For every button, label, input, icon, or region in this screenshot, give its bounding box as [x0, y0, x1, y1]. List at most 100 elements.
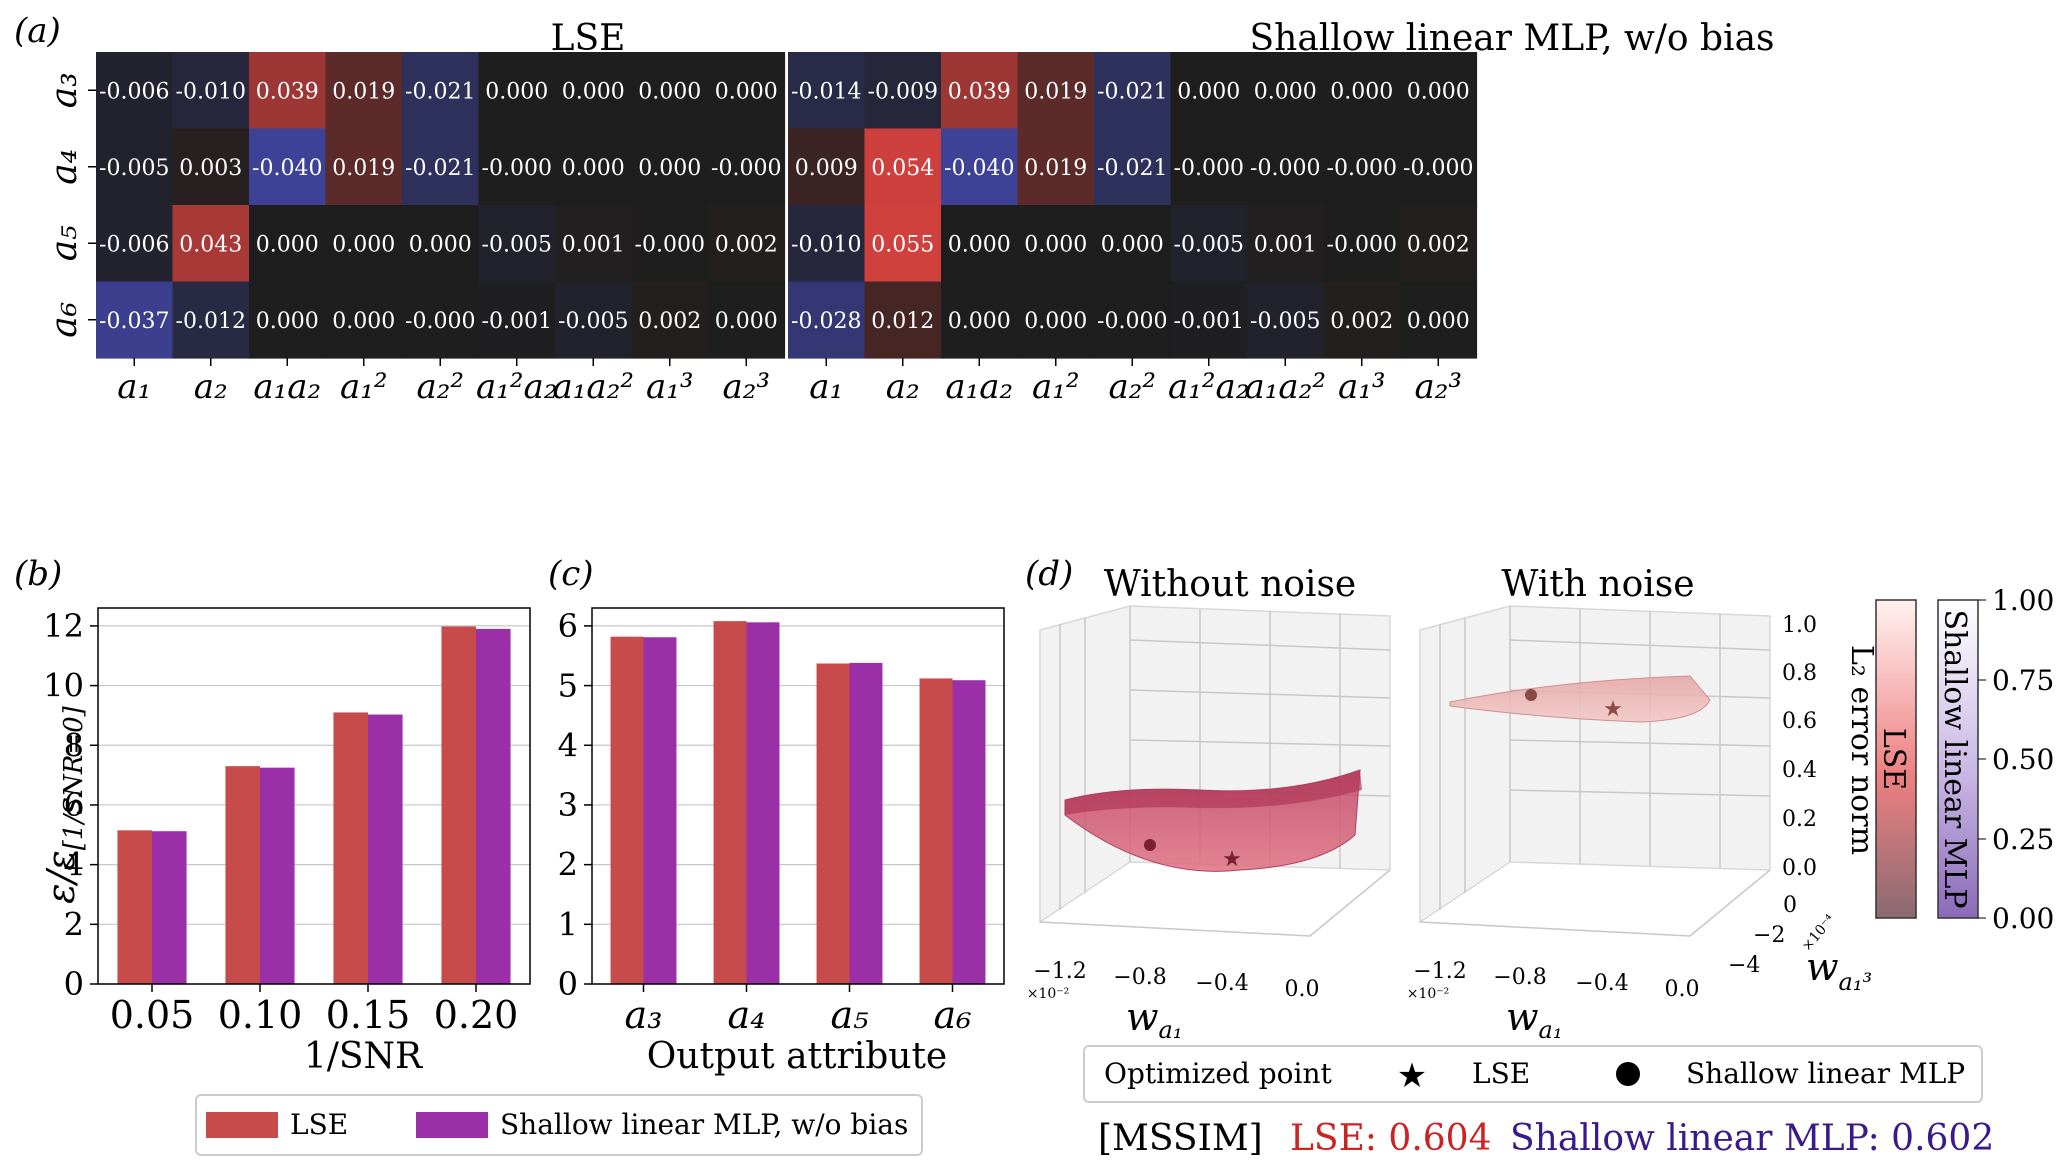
- y-tick-label-b-12: 12: [43, 607, 84, 645]
- x-tick-label-c-3: a₆: [934, 993, 972, 1037]
- heatmap-cell-lse-a5-a1a2^2: [555, 205, 633, 283]
- heatmap-value-mlp-a6-a1^2: 0.000: [1024, 309, 1087, 334]
- heatmap-cell-lse-a6-a1^2a2: [478, 281, 556, 359]
- heatmap-value-mlp-a3-a2: -0.009: [868, 79, 938, 104]
- y-tick-label-b-2: 2: [64, 905, 84, 943]
- svg-text:0.0: 0.0: [1782, 856, 1817, 881]
- colorbar-mlp: Shallow linear MLP: [1937, 599, 1979, 919]
- legend-d-title: Optimized point: [1104, 1057, 1333, 1090]
- bar-c-mlp-2: [849, 662, 883, 984]
- surface-x-label-left: wa₁: [1126, 995, 1182, 1044]
- heatmap-cell-lse-a3-a1a2^2: [555, 52, 633, 130]
- heatmap-value-lse-a5-a2^2: 0.000: [409, 232, 472, 257]
- heatmap-value-lse-a3-a1^2a2: 0.000: [485, 79, 548, 104]
- row-label-a3: a₃: [44, 72, 85, 108]
- bar-c-mlp-1: [746, 622, 780, 984]
- colorbar-lse: LSE: [1875, 599, 1917, 919]
- optimized-point-lse-left: ★: [1222, 847, 1242, 872]
- col-label-mlp-a2^2: a₂²: [1108, 367, 1156, 407]
- heatmap-cell-lse-a6-a1^2: [325, 281, 403, 359]
- heatmap-cell-mlp-a3-a1a2^2: [1247, 52, 1325, 130]
- heatmap-cell-lse-a6-a1^3: [631, 281, 709, 359]
- heatmap-value-mlp-a3-a1^2: 0.019: [1024, 79, 1087, 104]
- heatmap-cell-mlp-a6-a2: [864, 281, 942, 359]
- x-axis-label-c: Output attribute: [647, 1036, 947, 1077]
- heatmap-value-mlp-a6-a1: -0.028: [791, 309, 861, 334]
- panel-label-a: (a): [14, 11, 61, 51]
- heatmap-value-lse-a3-a2^3: 0.000: [715, 79, 778, 104]
- heatmap-value-mlp-a3-a1^3: 0.000: [1330, 79, 1393, 104]
- x-tick-label-b-0: 0.05: [110, 993, 195, 1037]
- heatmap-value-lse-a5-a1^3: -0.000: [635, 232, 705, 257]
- svg-text:−2: −2: [1753, 923, 1785, 948]
- bar-b-mlp-2: [368, 714, 403, 984]
- heatmap-cell-mlp-a3-a2: [864, 52, 942, 130]
- bar-b-lse-2: [333, 712, 368, 984]
- heatmap-value-lse-a5-a2: 0.043: [179, 232, 242, 257]
- mssim-mlp: Shallow linear MLP: 0.602: [1510, 1118, 1994, 1159]
- y-axis-label-b: ε/ε[1/SNR=0]: [39, 705, 89, 904]
- y-tick-label-b-6: 6: [64, 786, 84, 824]
- mssim-lse: LSE: 0.604: [1290, 1118, 1491, 1159]
- heatmap-value-mlp-a5-a2^2: 0.000: [1101, 232, 1164, 257]
- col-label-lse-a2^3: a₂³: [722, 367, 770, 407]
- heatmap-cell-mlp-a3-a1: [788, 52, 866, 130]
- svg-text:ε/ε[1/SNR=0]: ε/ε[1/SNR=0]: [39, 705, 89, 904]
- col-label-mlp-a1^2: a₁²: [1032, 367, 1080, 407]
- svg-text:Shallow linear MLP: Shallow linear MLP: [1937, 609, 1972, 908]
- bar-b-mlp-1: [260, 767, 295, 984]
- svg-text:0: 0: [1783, 893, 1797, 918]
- heatmap-cell-lse-a6-a1: [96, 281, 174, 359]
- surface-title-right: With noise: [1501, 564, 1694, 605]
- heatmap-cell-lse-a3-a1: [96, 52, 174, 130]
- heatmap-value-mlp-a3-a2^2: -0.021: [1097, 79, 1167, 104]
- heatmap-value-lse-a6-a1a2: 0.000: [256, 309, 319, 334]
- heatmap-cell-mlp-a5-a1a2^2: [1247, 205, 1325, 283]
- heatmap-value-lse-a5-a1: -0.006: [99, 232, 169, 257]
- heatmap-value-mlp-a4-a1a2^2: -0.000: [1250, 156, 1320, 181]
- heatmap-value-lse-a3-a2^2: -0.021: [405, 79, 475, 104]
- heatmap-value-mlp-a3-a1a2: 0.039: [948, 79, 1011, 104]
- heatmap-cell-mlp-a4-a1^3: [1323, 128, 1401, 206]
- y-tick-label-b-4: 4: [64, 846, 84, 884]
- col-label-mlp-a1^3: a₁³: [1338, 367, 1386, 407]
- svg-text:−0.4: −0.4: [1575, 971, 1628, 996]
- heatmap-cell-mlp-a6-a2^3: [1400, 281, 1478, 359]
- heatmap-cell-lse-a5-a1a2: [249, 205, 327, 283]
- bar-b-lse-1: [225, 766, 260, 984]
- optimized-point-mlp-left: [1144, 839, 1156, 851]
- heatmap-value-mlp-a4-a1^2: 0.019: [1024, 156, 1087, 181]
- y-tick-label-b-8: 8: [64, 726, 84, 764]
- legend-swatch-mlp: [416, 1112, 488, 1138]
- heatmap-cell-lse-a4-a1a2: [249, 128, 327, 206]
- heatmap-value-lse-a5-a1^2a2: -0.005: [482, 232, 552, 257]
- heatmap-value-lse-a4-a1a2: -0.040: [252, 156, 322, 181]
- heatmap-cell-lse-a5-a2^3: [708, 205, 786, 283]
- colorbar-ticks: 1.00 0.75 0.50 0.25 0.00: [1978, 584, 2054, 935]
- bar-c-lse-3: [919, 678, 953, 984]
- bar-c-lse-2: [816, 663, 850, 984]
- heatmap-value-lse-a4-a2^3: -0.000: [711, 156, 781, 181]
- svg-text:0.50: 0.50: [1992, 743, 2054, 776]
- x-tick-label-b-1: 0.10: [218, 993, 303, 1037]
- y-tick-label-c-5: 5: [558, 667, 578, 705]
- surface-plot-left: [1039, 605, 1391, 937]
- col-label-lse-a1a2: a₁a₂: [253, 367, 321, 407]
- bar-b-lse-3: [441, 626, 476, 984]
- heatmap-value-lse-a6-a1^2: 0.000: [332, 309, 395, 334]
- legend-d: Optimized point ★ LSE Shallow linear MLP: [1083, 1045, 1983, 1103]
- heatmap-value-mlp-a6-a1a2^2: -0.005: [1250, 309, 1320, 334]
- surface-plot-right: [1419, 605, 1771, 937]
- heatmap-cell-mlp-a6-a1a2^2: [1247, 281, 1325, 359]
- heatmap-value-mlp-a6-a2: 0.012: [871, 309, 934, 334]
- optimized-point-lse-right: ★: [1603, 697, 1623, 722]
- heatmap-cell-mlp-a6-a1a2: [941, 281, 1019, 359]
- heatmap-value-mlp-a6-a2^2: -0.000: [1097, 309, 1167, 334]
- heatmap-cell-mlp-a3-a1^2: [1017, 52, 1095, 130]
- heatmap-cell-mlp-a3-a1a2: [941, 52, 1019, 130]
- bar-chart-attribute: 0 1 2 3 4 5 6 a₃ a₄ a₅ a₆: [558, 607, 1005, 1037]
- svg-text:0.25: 0.25: [1992, 823, 2054, 856]
- svg-text:−0.4: −0.4: [1195, 971, 1248, 996]
- axes-frame-b: [97, 607, 531, 985]
